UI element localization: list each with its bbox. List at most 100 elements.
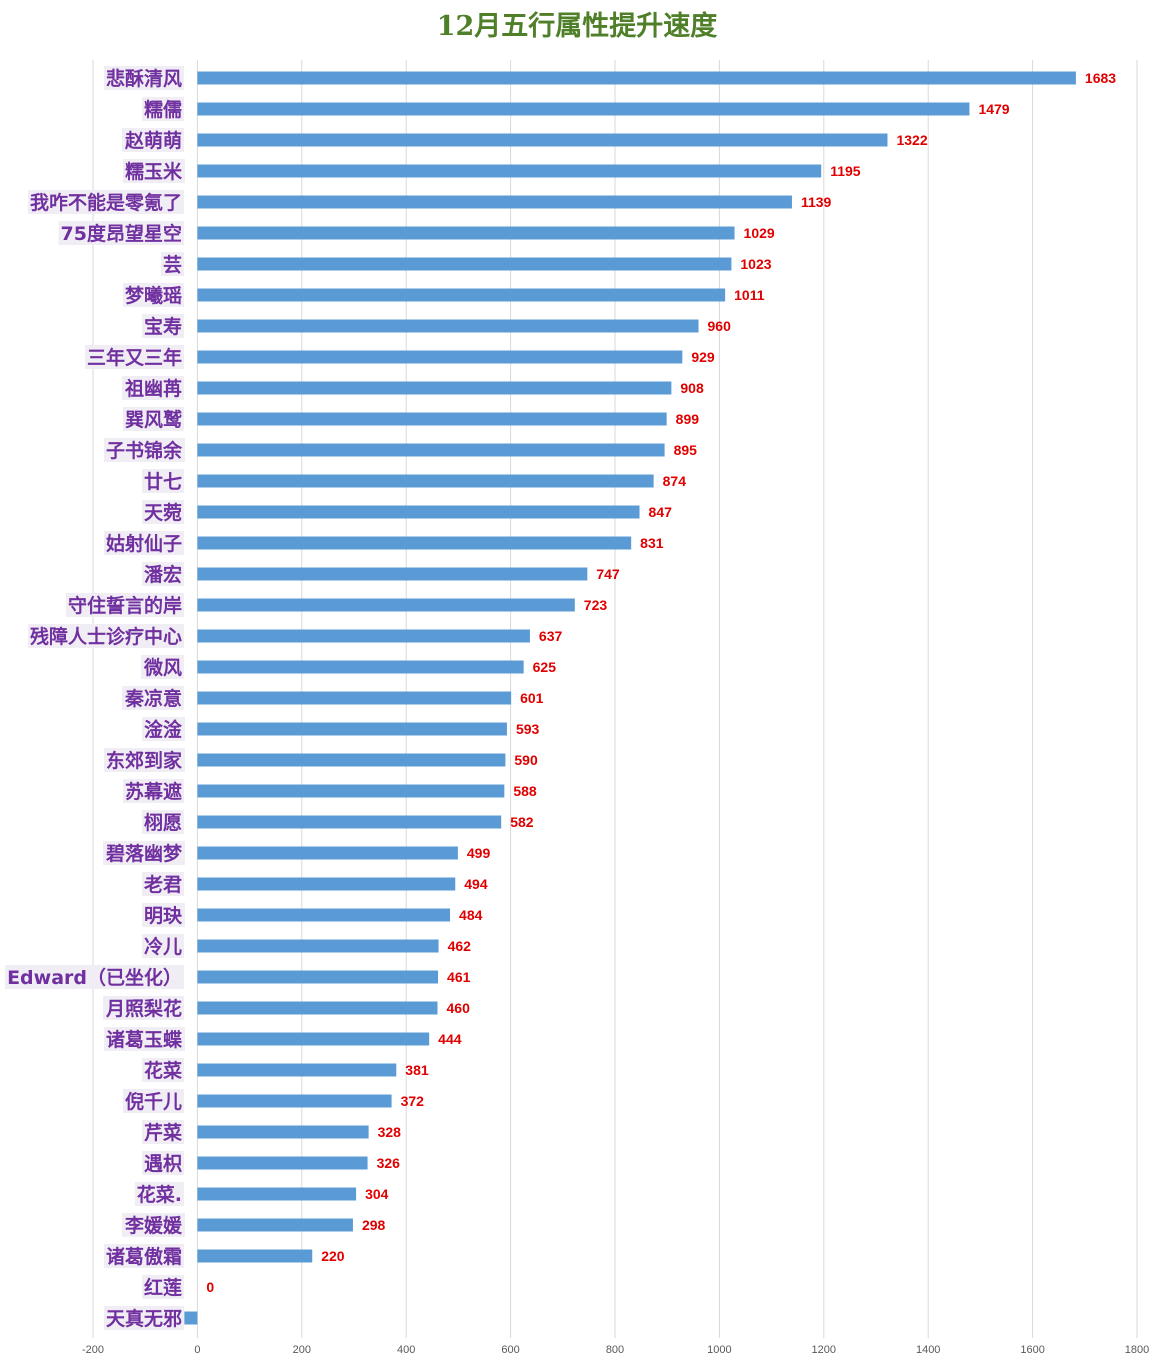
- category-label: 遇枳: [144, 1152, 182, 1175]
- category-label: 芸: [163, 253, 182, 276]
- bar: [197, 505, 640, 519]
- category-label-background: [84, 345, 184, 369]
- bar: [197, 784, 505, 798]
- category-label: 栩愿: [144, 811, 182, 834]
- data-label: 723: [584, 597, 608, 613]
- bar: [197, 908, 451, 922]
- bar: [197, 1094, 392, 1108]
- x-tick-label: 1600: [1020, 1344, 1044, 1356]
- category-label-background: [103, 438, 185, 462]
- category-label: Edward（已坐化）: [7, 966, 182, 989]
- bar: [197, 257, 732, 271]
- category-label: 淦淦: [144, 718, 183, 741]
- category-label: 祖幽苒: [124, 377, 182, 400]
- category-label: 冷儿: [144, 935, 182, 958]
- bar: [184, 1311, 198, 1325]
- category-label: 梦曦瑶: [125, 284, 182, 307]
- data-label: 1023: [740, 256, 771, 272]
- data-label: 593: [516, 721, 540, 737]
- data-label: 0: [206, 1279, 214, 1295]
- category-label: 红莲: [144, 1276, 182, 1299]
- x-tick-label: 600: [501, 1344, 519, 1356]
- bar: [197, 71, 1076, 85]
- bar: [197, 164, 822, 178]
- data-label: 372: [401, 1093, 425, 1109]
- category-label: 苏幕遮: [125, 780, 182, 803]
- category-label: 潘宏: [144, 563, 182, 586]
- category-label-background: [58, 221, 184, 245]
- category-label: 赵萌萌: [124, 129, 182, 152]
- bar: [197, 1125, 369, 1139]
- data-label: 381: [405, 1062, 429, 1078]
- category-label-background: [160, 252, 184, 276]
- data-label: 326: [377, 1155, 401, 1171]
- category-label-background: [141, 97, 184, 121]
- data-label: 960: [708, 318, 732, 334]
- category-label-background: [141, 810, 184, 834]
- bar: [197, 195, 792, 209]
- bar: [197, 288, 726, 302]
- bar: [197, 1032, 430, 1046]
- category-label: 诸葛傲霜: [106, 1245, 182, 1268]
- bar: [197, 691, 512, 705]
- category-label-background: [121, 128, 184, 152]
- data-label: 499: [467, 845, 491, 861]
- bar: [197, 536, 632, 550]
- bar: [197, 722, 507, 736]
- data-label: 1479: [978, 101, 1009, 117]
- bar: [197, 846, 458, 860]
- category-label-background: [103, 1306, 184, 1330]
- data-label: 582: [510, 814, 534, 830]
- category-label-background: [141, 1120, 184, 1144]
- category-label-background: [122, 283, 184, 307]
- bar: [197, 102, 970, 116]
- category-label: 子书锦余: [106, 439, 183, 462]
- category-label-background: [141, 1275, 184, 1299]
- category-label-background: [141, 1058, 184, 1082]
- bar: [197, 381, 672, 395]
- category-label-background: [141, 872, 184, 896]
- category-label: 75度昂望星空: [61, 222, 182, 245]
- category-label: 老君: [144, 873, 182, 896]
- bar: [197, 753, 506, 767]
- x-tick-label: 1400: [916, 1344, 940, 1356]
- x-tick-label: 200: [293, 1344, 311, 1356]
- x-tick-label: 1800: [1125, 1344, 1149, 1356]
- bar: [197, 133, 888, 147]
- bar: [197, 629, 530, 643]
- category-label: 宝寿: [144, 315, 182, 338]
- bar: [197, 319, 699, 333]
- data-label: 929: [691, 349, 715, 365]
- data-label: 1683: [1085, 70, 1116, 86]
- category-label: 守住誓言的岸: [68, 594, 182, 617]
- category-label-background: [27, 190, 184, 214]
- category-label-background: [122, 779, 184, 803]
- category-label: 悲酥清风: [106, 67, 182, 90]
- category-label-background: [141, 314, 184, 338]
- bar: [197, 443, 665, 457]
- x-axis-tick-labels: -200 0 200 400 600 800 1000 1200 1400 1600 1800: [82, 1344, 1149, 1356]
- data-label: 1139: [801, 194, 832, 210]
- data-label: 637: [539, 628, 563, 644]
- category-label-background: [140, 655, 184, 679]
- data-label: 220: [321, 1248, 345, 1264]
- chart-title: 12月五行属性提升速度: [437, 10, 718, 42]
- data-label: 847: [649, 504, 673, 520]
- category-label: 糯玉米: [125, 160, 183, 183]
- category-label: 残障人士诊疗中心: [30, 625, 182, 648]
- category-label: 我咋不能是零氪了: [30, 191, 182, 214]
- category-label: 碧落幽梦: [105, 842, 183, 865]
- category-label: 廿七: [144, 471, 182, 493]
- category-label-background: [5, 965, 184, 989]
- bar: [197, 939, 439, 953]
- bar: [197, 1218, 353, 1232]
- bars: [184, 71, 1076, 1325]
- category-label-background: [122, 407, 184, 431]
- category-label: 芹菜: [144, 1121, 182, 1144]
- category-label-background: [141, 934, 184, 958]
- bar: [197, 1063, 397, 1077]
- category-label: 月照梨花: [105, 997, 182, 1020]
